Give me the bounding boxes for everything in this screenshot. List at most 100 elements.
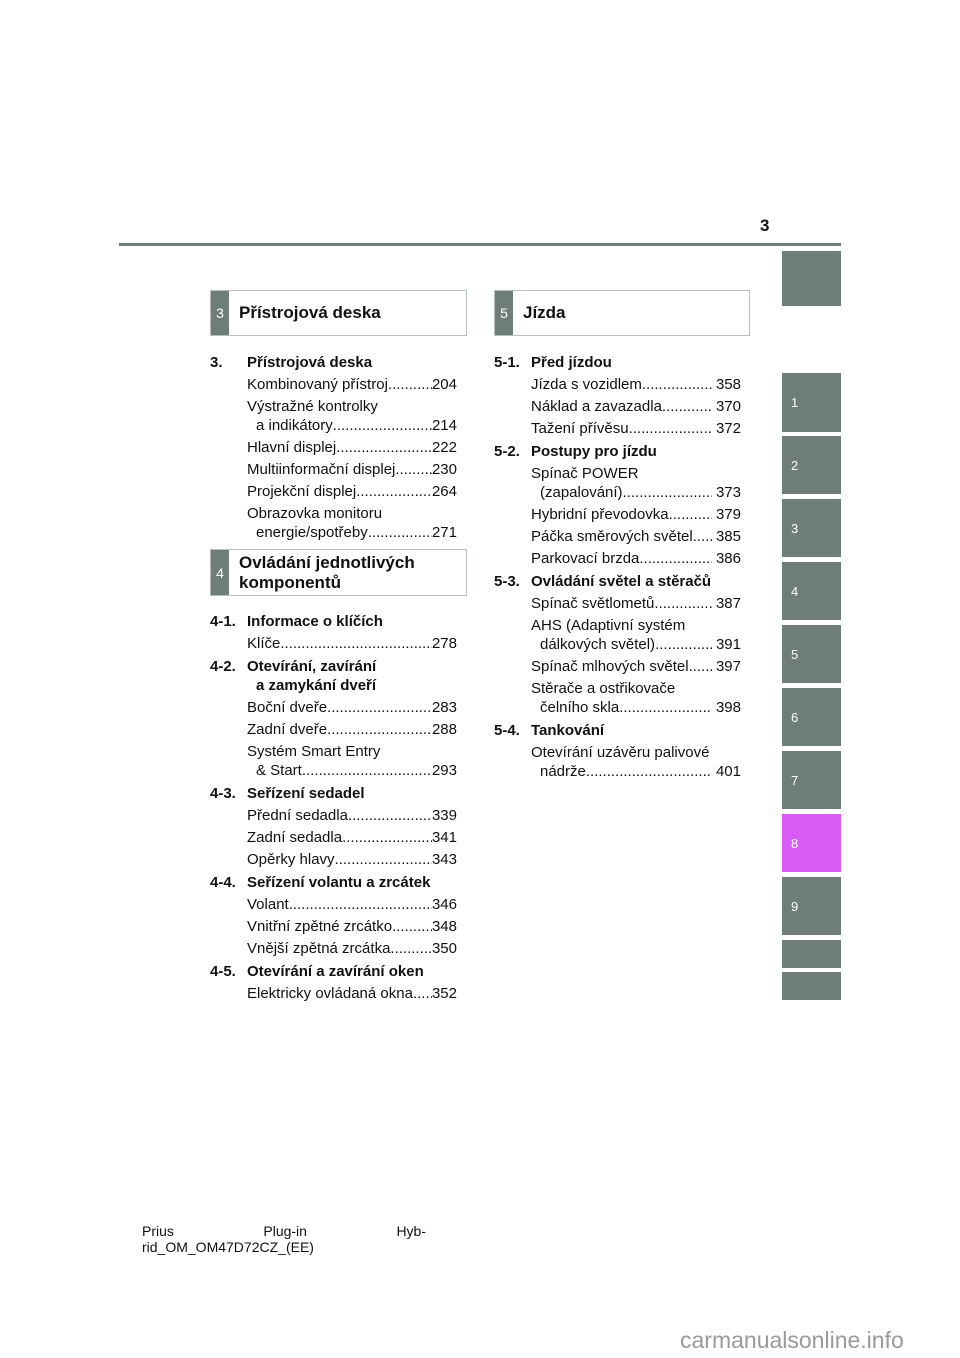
dot-leader (280, 634, 432, 653)
toc-entry[interactable]: Boční dveře 283 (247, 698, 457, 717)
title-line: Ovládání světel a stěračů (531, 573, 712, 590)
toc-entry[interactable]: Spínač světlometů 387 (531, 594, 741, 613)
entry-row: Přední sedadla 339 (247, 806, 457, 825)
toc-entry[interactable]: Tažení přívěsu 372 (531, 419, 741, 438)
section-tab-7[interactable]: 7 (782, 751, 841, 809)
toc-entry[interactable]: Jízda s vozidlem 358 (531, 375, 741, 394)
dot-leader (662, 397, 712, 416)
section-tab[interactable] (782, 972, 841, 1000)
entry-row: a indikátory 214 (247, 416, 457, 435)
section-tab-8[interactable]: 8 (782, 814, 841, 872)
dot-leader (368, 523, 432, 542)
toc-entry[interactable]: Elektricky ovládaná okna 352 (247, 984, 457, 1003)
page-ref: 230 (431, 461, 457, 478)
dot-leader (693, 527, 712, 546)
toc-entry[interactable]: Vnitřní zpětné zrcátko 348 (247, 917, 457, 936)
entry-label: Zadní dveře (247, 721, 328, 738)
page-ref: 278 (431, 635, 457, 652)
entry-text: Obrazovka monitoru (247, 505, 383, 522)
toc-entry[interactable]: Přední sedadla 339 (247, 806, 457, 825)
page-ref: 343 (431, 851, 457, 868)
entry-row: Parkovací brzda 386 (531, 549, 741, 568)
toc-entry[interactable]: Páčka směrových světel 385 (531, 527, 741, 546)
entry-row: Multiinformační displej 230 (247, 460, 457, 479)
section-number: 5-1. (494, 354, 520, 371)
section-tab-6[interactable]: 6 (782, 688, 841, 746)
entry-row: nádrže 401 (531, 762, 741, 781)
entry-label: Klíče (247, 635, 281, 652)
section-number: 4-5. (210, 963, 236, 980)
toc-entry[interactable]: Náklad a zavazadla 370 (531, 397, 741, 416)
toc-entry[interactable]: Systém Smart Entry & Start 293 (247, 742, 457, 780)
section-number: 3. (210, 354, 223, 371)
toc-entry[interactable]: Hlavní displej 222 (247, 438, 457, 457)
toc-entry[interactable]: Opěrky hlavy 343 (247, 850, 457, 869)
section-tab[interactable] (782, 251, 841, 306)
toc-section-heading: 4-4. Seřízení volantu a zrcátek (210, 873, 457, 892)
page-ref: 339 (431, 807, 457, 824)
page-ref: 204 (431, 376, 457, 393)
entry-row: Projekční displej 264 (247, 482, 457, 501)
entry-label: dálkových světel) (540, 636, 656, 653)
section-header-title: Přístrojová deska (239, 303, 381, 322)
page-ref: 398 (711, 699, 741, 716)
section-title: Seřízení sedadel (247, 784, 365, 803)
toc-entry[interactable]: Parkovací brzda 386 (531, 549, 741, 568)
toc-entry[interactable]: Zadní dveře 288 (247, 720, 457, 739)
title-line: a zamykání dveří (256, 677, 377, 694)
toc-entry[interactable]: Klíče 278 (247, 634, 457, 653)
toc-entry[interactable]: Zadní sedadla 341 (247, 828, 457, 847)
section-number: 5-4. (494, 722, 520, 739)
dot-leader (327, 720, 432, 739)
toc-entry[interactable]: Hybridní převodovka 379 (531, 505, 741, 524)
title-line: Před jízdou (531, 354, 612, 371)
dot-leader (327, 698, 432, 717)
toc-entry[interactable]: Multiinformační displej 230 (247, 460, 457, 479)
page-ref: 391 (711, 636, 741, 653)
entry-row: Elektricky ovládaná okna 352 (247, 984, 457, 1003)
toc-entry[interactable]: Spínač POWER(zapalování) 373 (531, 464, 741, 502)
entry-label: Spínač světlometů (531, 595, 655, 612)
section-tab-2[interactable]: 2 (782, 436, 841, 494)
page-ref: 372 (711, 420, 741, 437)
toc-entry[interactable]: Kombinovaný přístroj 204 (247, 375, 457, 394)
section-title: Tankování (531, 721, 604, 740)
dot-leader (333, 416, 432, 435)
section-header-number: 5 (495, 291, 513, 335)
section-tab-3[interactable]: 3 (782, 499, 841, 557)
entry-label: Boční dveře (247, 699, 328, 716)
toc-entry[interactable]: Volant 346 (247, 895, 457, 914)
section-tab-1[interactable]: 1 (782, 373, 841, 432)
entry-label: Elektricky ovládaná okna (247, 985, 413, 1002)
section-tab-9[interactable]: 9 (782, 877, 841, 935)
entry-row: čelního skla 398 (531, 698, 741, 717)
toc-section-heading: 4-1. Informace o klíčích (210, 612, 457, 631)
section-tab-5[interactable]: 5 (782, 625, 841, 683)
section-tab-4[interactable]: 4 (782, 562, 841, 620)
entry-label: Vnitřní zpětné zrcátko (247, 918, 393, 935)
toc-entry[interactable]: Vnější zpětná zrcátka 350 (247, 939, 457, 958)
toc-entry[interactable]: Spínač mlhových světel 397 (531, 657, 741, 676)
dot-leader (655, 635, 712, 654)
toc-section-heading: 5-4. Tankování (494, 721, 741, 740)
dot-leader (689, 657, 712, 676)
section-tab[interactable] (782, 940, 841, 968)
section-title: Otevírání a zavírání oken (247, 962, 424, 981)
entry-row: Jízda s vozidlem 358 (531, 375, 741, 394)
entry-label: nádrže (540, 763, 586, 780)
entry-text: Otevírání uzávěru palivové (531, 744, 710, 761)
page-ref: 352 (431, 985, 457, 1002)
entry-label: Hybridní převodovka (531, 506, 669, 523)
section-number: 4-1. (210, 613, 236, 630)
entry-label: Volant (247, 896, 289, 913)
dot-leader (654, 594, 711, 613)
entry-label: Projekční displej (247, 483, 357, 500)
section-number: 4-2. (210, 658, 236, 675)
toc-entry[interactable]: Projekční displej 264 (247, 482, 457, 501)
dot-leader (289, 895, 432, 914)
